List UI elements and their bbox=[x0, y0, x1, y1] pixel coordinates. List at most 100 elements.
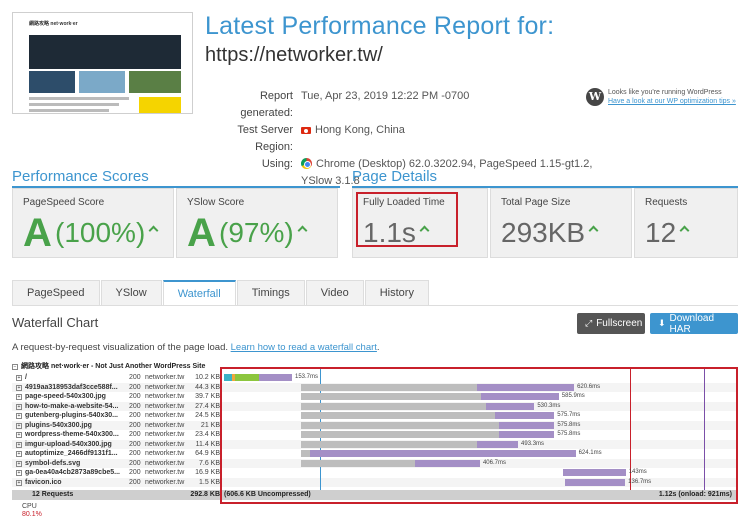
chrome-icon bbox=[301, 158, 312, 169]
report-url[interactable]: https://networker.tw/ bbox=[205, 44, 383, 66]
request-file[interactable]: + ga-0ea40a4cb2873a89cbe5... bbox=[16, 468, 126, 478]
request-file-name: plugins-540x300.jpg bbox=[25, 421, 92, 429]
request-domain: networker.tw bbox=[145, 383, 185, 391]
wordpress-tips-link[interactable]: Have a look at our WP optimization tips … bbox=[608, 98, 736, 105]
request-time: 530.3ms bbox=[537, 402, 561, 409]
requests-value: 12 bbox=[645, 217, 677, 248]
waterfall-bar-receive bbox=[499, 431, 555, 439]
waterfall-footer: 12 Requests 292.8 KB (606.6 KB Uncompres… bbox=[12, 490, 738, 500]
request-size: 16.9 KB bbox=[195, 469, 220, 476]
expand-row-icon[interactable]: + bbox=[16, 479, 22, 486]
performance-scores-title: Performance Scores bbox=[12, 168, 149, 185]
request-status: 200 bbox=[129, 459, 141, 467]
fullscreen-button[interactable]: ⤢ Fullscreen bbox=[577, 313, 645, 334]
table-row[interactable]: + ga-0ea40a4cb2873a89cbe5... 200 networker.… bbox=[12, 468, 738, 478]
request-status: 200 bbox=[129, 402, 141, 410]
waterfall-bar-receive bbox=[562, 469, 626, 477]
performance-divider bbox=[12, 186, 340, 188]
request-time: 406.7ms bbox=[482, 459, 506, 466]
waterfall-desc-end: . bbox=[376, 342, 380, 353]
expand-row-icon[interactable]: + bbox=[16, 384, 22, 391]
request-file[interactable]: + wordpress-theme-540x300... bbox=[16, 430, 126, 440]
caret-up-icon bbox=[679, 225, 690, 236]
tab-video[interactable]: Video bbox=[305, 280, 364, 305]
expand-row-icon[interactable]: + bbox=[16, 413, 22, 419]
table-row[interactable]: +/200 networker.tw 10.2 KB bbox=[12, 373, 738, 383]
request-file[interactable]: + how-to-make-a-website-54... bbox=[16, 402, 126, 412]
expand-row-icon[interactable]: + bbox=[16, 403, 22, 410]
request-domain: networker.tw bbox=[145, 440, 185, 448]
download-har-button[interactable]: ⬇ Download HAR bbox=[650, 313, 738, 335]
request-domain: networker.tw bbox=[145, 412, 185, 419]
waterfall-bar-receive bbox=[481, 393, 559, 401]
tab-waterfall[interactable]: Waterfall bbox=[162, 280, 236, 305]
request-file-name: how-to-make-a-website-54... bbox=[25, 402, 119, 410]
wordpress-notice-text: Looks like you're running WordPress bbox=[608, 89, 722, 96]
waterfall-bar-wait bbox=[301, 393, 482, 401]
table-row[interactable]: + wordpress-theme-540x300... 200 networker.… bbox=[12, 430, 738, 440]
report-generated-value: Tue, Apr 23, 2019 12:22 PM -0700 bbox=[301, 90, 470, 102]
expand-row-icon[interactable]: + bbox=[16, 451, 22, 457]
request-file[interactable]: + autoptimize_2466df9131f1... bbox=[16, 449, 126, 459]
footer-size: 292.8 KB bbox=[190, 491, 220, 498]
waterfall-help-link[interactable]: Learn how to read a waterfall chart bbox=[230, 342, 377, 353]
collapse-icon[interactable]: − bbox=[12, 364, 18, 370]
request-size: 24.5 KB bbox=[195, 412, 220, 419]
expand-row-icon[interactable]: + bbox=[16, 432, 22, 438]
request-file[interactable]: + imgur-upload-540x300.jpg bbox=[16, 440, 126, 450]
tab-timings[interactable]: Timings bbox=[236, 280, 305, 305]
table-row[interactable]: + page-speed-540x300.jpg 200 networker.tw 39… bbox=[12, 392, 738, 402]
tab-yslow[interactable]: YSlow bbox=[100, 280, 162, 305]
request-status: 200 bbox=[129, 478, 141, 486]
request-file[interactable]: + plugins-540x300.jpg bbox=[16, 421, 126, 431]
request-domain: networker.tw bbox=[145, 450, 185, 457]
request-status: 200 bbox=[129, 440, 141, 448]
tabs-divider bbox=[12, 305, 738, 306]
download-icon: ⬇ bbox=[658, 318, 666, 328]
tab-history[interactable]: History bbox=[364, 280, 429, 305]
request-size: 39.7 KB bbox=[195, 393, 220, 400]
page-details-divider bbox=[352, 186, 738, 188]
request-file[interactable]: + favicon.ico bbox=[16, 478, 126, 488]
request-time: 585.9ms bbox=[561, 393, 585, 400]
report-tabs: PageSpeed YSlow Waterfall Timings Video … bbox=[12, 280, 430, 305]
expand-row-icon[interactable]: + bbox=[16, 422, 22, 429]
request-domain: networker.tw bbox=[145, 374, 185, 381]
footer-time: 1.12s (onload: 921ms) bbox=[658, 491, 732, 498]
table-row[interactable]: + autoptimize_2466df9131f1... 200 networker… bbox=[12, 449, 738, 459]
expand-row-icon[interactable]: + bbox=[16, 470, 22, 476]
pagespeed-grade: A bbox=[23, 211, 52, 255]
request-file[interactable]: + gutenberg-plugins-540x30... bbox=[16, 411, 126, 421]
request-status: 200 bbox=[129, 393, 141, 400]
request-file[interactable]: + symbol-defs.svg bbox=[16, 459, 126, 469]
yslow-percent: (97%) bbox=[219, 217, 294, 248]
request-size: 64.9 KB bbox=[195, 450, 220, 457]
fully-loaded-highlight bbox=[356, 192, 458, 247]
tab-pagespeed[interactable]: PageSpeed bbox=[12, 280, 100, 305]
expand-row-icon[interactable]: + bbox=[16, 394, 22, 400]
table-row[interactable]: + gutenberg-plugins-540x30... 200 networker… bbox=[12, 411, 738, 421]
using-label: Using: bbox=[261, 158, 293, 170]
cpu-label: CPU bbox=[22, 503, 37, 510]
request-status: 200 bbox=[129, 469, 141, 476]
request-size: 11.4 KB bbox=[195, 440, 220, 448]
footer-requests: 12 Requests bbox=[32, 491, 74, 498]
waterfall-bar-receive bbox=[499, 421, 555, 429]
request-file[interactable]: + page-speed-540x300.jpg bbox=[16, 392, 126, 402]
waterfall-bar-receive bbox=[565, 478, 626, 486]
wordpress-icon: W bbox=[586, 88, 604, 106]
expand-row-icon[interactable]: + bbox=[16, 460, 22, 467]
expand-row-icon[interactable]: + bbox=[16, 441, 22, 448]
waterfall-bar-wait bbox=[301, 421, 499, 429]
request-file[interactable]: +4919aa318953daf3cce588f... bbox=[16, 383, 126, 393]
table-row[interactable]: + favicon.ico 200 networker.tw 1.5 KB bbox=[12, 477, 738, 488]
request-file-name: imgur-upload-540x300.jpg bbox=[25, 440, 112, 448]
request-domain: networker.tw bbox=[145, 431, 185, 438]
request-file-name: gutenberg-plugins-540x30... bbox=[25, 412, 118, 419]
waterfall-site-title[interactable]: − 網路攻略 net·work·er - Not Just Another Wor… bbox=[12, 362, 205, 372]
request-file[interactable]: + / bbox=[16, 373, 126, 383]
expand-row-icon[interactable]: + bbox=[16, 375, 22, 381]
page-title: Latest Performance Report for: bbox=[205, 12, 555, 40]
yslow-grade: A bbox=[187, 211, 216, 255]
page-details-title: Page Details bbox=[352, 168, 438, 185]
